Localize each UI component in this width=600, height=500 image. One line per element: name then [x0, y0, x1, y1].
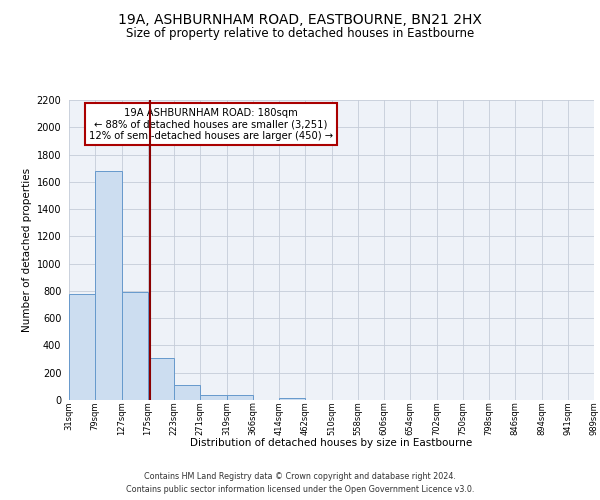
- Bar: [121, 292, 148, 400]
- Text: 19A, ASHBURNHAM ROAD, EASTBOURNE, BN21 2HX: 19A, ASHBURNHAM ROAD, EASTBOURNE, BN21 2…: [118, 12, 482, 26]
- Bar: [174, 385, 200, 400]
- Text: Contains public sector information licensed under the Open Government Licence v3: Contains public sector information licen…: [126, 485, 474, 494]
- Text: Size of property relative to detached houses in Eastbourne: Size of property relative to detached ho…: [126, 28, 474, 40]
- X-axis label: Distribution of detached houses by size in Eastbourne: Distribution of detached houses by size …: [190, 438, 473, 448]
- Y-axis label: Number of detached properties: Number of detached properties: [22, 168, 32, 332]
- Bar: [227, 395, 253, 400]
- Text: Contains HM Land Registry data © Crown copyright and database right 2024.: Contains HM Land Registry data © Crown c…: [144, 472, 456, 481]
- Bar: [69, 294, 95, 400]
- Bar: [279, 398, 305, 400]
- Bar: [95, 171, 121, 400]
- Bar: [200, 395, 227, 400]
- Bar: [148, 358, 174, 400]
- Text: 19A ASHBURNHAM ROAD: 180sqm
← 88% of detached houses are smaller (3,251)
12% of : 19A ASHBURNHAM ROAD: 180sqm ← 88% of det…: [89, 108, 333, 140]
